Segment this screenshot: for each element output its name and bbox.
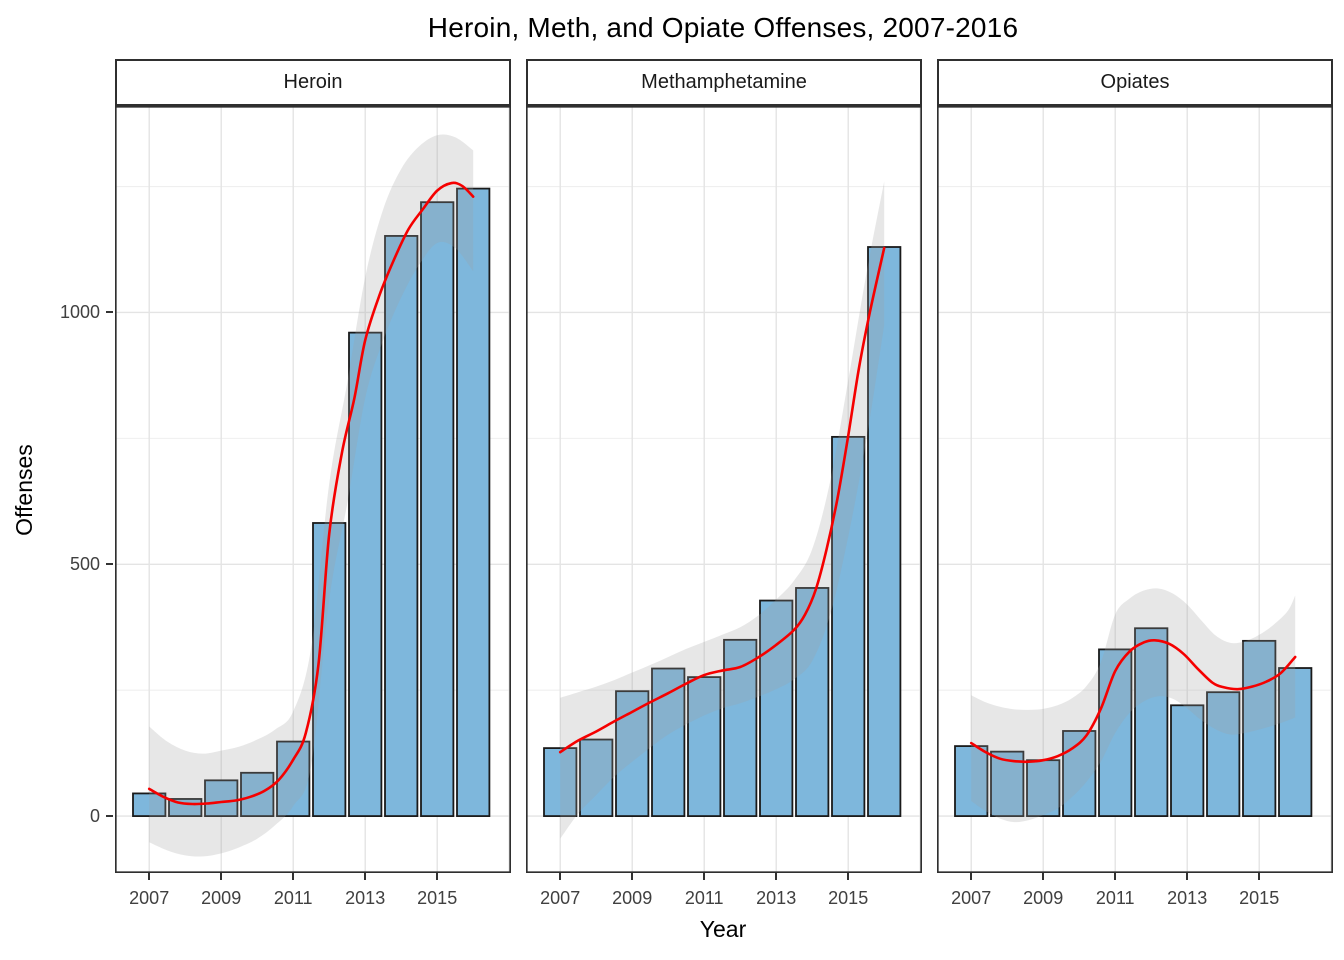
- panel-border: [526, 106, 922, 873]
- x-axis-tick: [364, 873, 367, 880]
- x-axis-tick-label: 2011: [1095, 888, 1135, 908]
- bar-2011: [276, 740, 311, 817]
- bar-2013: [1170, 704, 1205, 817]
- x-axis-tick-label: 2013: [756, 888, 797, 908]
- bar-2010: [1062, 730, 1097, 817]
- bar-2007: [954, 745, 989, 817]
- bar-2016: [1278, 667, 1313, 817]
- facet-strip-heroin: Heroin: [115, 59, 511, 106]
- smooth-trend-line: [558, 246, 886, 754]
- x-axis-tick: [1258, 873, 1261, 880]
- facet-plot-methamphetamine: [526, 106, 922, 873]
- bar-2014: [795, 587, 830, 817]
- facet-strip-opiates-label: Opiates: [1100, 71, 1170, 93]
- y-axis-tick: [106, 311, 113, 314]
- facet-plot-heroin: [115, 106, 511, 873]
- x-axis-tick: [292, 873, 295, 880]
- bar-2011: [687, 676, 722, 817]
- bar-2013: [348, 331, 383, 818]
- x-axis-tick-label: 2007: [129, 888, 170, 908]
- facet-strip-methamphetamine: Methamphetamine: [526, 59, 922, 106]
- bar-2013: [759, 599, 794, 817]
- y-axis-tick-label: 0: [89, 806, 100, 827]
- facet-strip-opiates: Opiates: [937, 59, 1333, 106]
- x-axis-tick-label: 2007: [540, 888, 581, 908]
- bar-2007: [132, 792, 167, 817]
- x-axis-tick: [559, 873, 562, 880]
- x-axis-tick: [1042, 873, 1045, 880]
- x-axis-tick: [1186, 873, 1189, 880]
- x-axis-tick-label: 2011: [273, 888, 313, 908]
- x-axis-tick: [1114, 873, 1117, 880]
- x-axis-tick-label: 2015: [1239, 888, 1280, 908]
- bar-2016: [456, 187, 491, 817]
- x-axis-tick-label: 2009: [201, 888, 242, 908]
- bar-2014: [384, 235, 419, 817]
- y-axis-tick: [106, 815, 113, 818]
- x-axis-tick: [847, 873, 850, 880]
- panel-methamphetamine: [526, 106, 922, 873]
- bar-2014: [1206, 691, 1241, 817]
- x-axis-tick-label: 2013: [1167, 888, 1208, 908]
- x-axis-tick-label: 2009: [1023, 888, 1064, 908]
- bar-2015: [1242, 639, 1277, 818]
- smooth-trend-line: [969, 638, 1297, 764]
- bar-2015: [420, 201, 455, 817]
- facet-plot-opiates: [937, 106, 1333, 873]
- chart-title: Heroin, Meth, and Opiate Offenses, 2007-…: [427, 12, 1019, 43]
- x-axis-tick: [703, 873, 706, 880]
- confidence-ribbon: [560, 181, 885, 839]
- x-axis-tick: [631, 873, 634, 880]
- bar-2007: [543, 747, 578, 817]
- x-axis-title: Year: [699, 916, 747, 942]
- x-axis-tick: [775, 873, 778, 880]
- y-axis-tick-label: 1000: [59, 302, 100, 323]
- x-axis-tick-label: 2011: [684, 888, 724, 908]
- x-axis-tick: [970, 873, 973, 880]
- bar-2012: [1134, 627, 1169, 817]
- x-axis-tick-label: 2007: [951, 888, 992, 908]
- x-axis-tick: [436, 873, 439, 880]
- x-axis-tick-label: 2009: [612, 888, 653, 908]
- x-axis-tick-label: 2015: [417, 888, 458, 908]
- y-axis-tick-label: 500: [69, 554, 100, 575]
- confidence-ribbon: [971, 588, 1296, 823]
- panel-heroin: [115, 106, 511, 873]
- facet-strip-heroin-label: Heroin: [283, 71, 343, 93]
- facet-strip-methamphetamine-label: Methamphetamine: [641, 71, 807, 93]
- confidence-ribbon: [149, 134, 474, 857]
- x-axis-tick: [220, 873, 223, 880]
- bar-2011: [1098, 648, 1133, 818]
- bar-2008: [579, 738, 614, 817]
- panel-opiates: [937, 106, 1333, 873]
- x-axis-tick-label: 2013: [345, 888, 386, 908]
- y-axis-tick: [106, 563, 113, 566]
- bar-2009: [204, 779, 239, 818]
- panel-border: [937, 106, 1333, 873]
- x-axis-tick-label: 2015: [828, 888, 869, 908]
- panel-border: [115, 106, 511, 873]
- smooth-trend-line: [147, 181, 475, 806]
- x-axis-tick: [148, 873, 151, 880]
